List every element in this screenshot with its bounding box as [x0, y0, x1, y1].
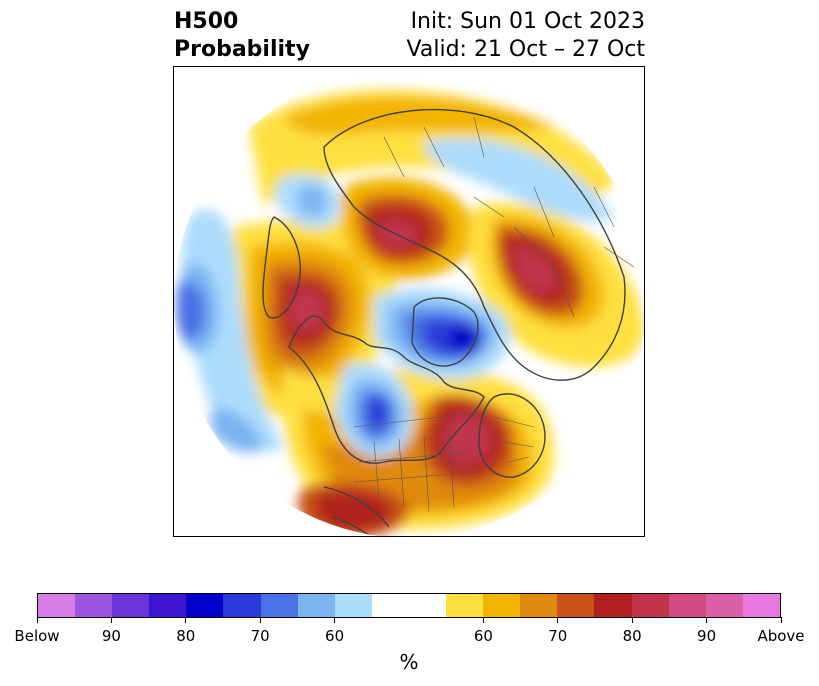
coast-greenland: [411, 297, 479, 367]
border-eurasia-misc: [383, 116, 635, 268]
colorbar-cell: [149, 594, 187, 617]
title-probability: Probability: [174, 37, 310, 62]
valid-range: Valid: 21 Oct – 27 Oct: [406, 37, 645, 62]
colorbar-tick-label: 70: [548, 627, 568, 645]
init-date: Init: Sun 01 Oct 2023: [410, 9, 645, 34]
colorbar-tick: [557, 617, 559, 623]
map-svg: [176, 89, 644, 536]
coastlines: [262, 108, 626, 536]
colorbar-cell: [520, 594, 558, 617]
cool-left: [181, 209, 284, 452]
border-europe: [493, 416, 535, 463]
cool-lower-core: [368, 396, 388, 429]
cool-left-3: [176, 281, 206, 340]
colorbar-tick-label: 90: [697, 627, 717, 645]
colorbar-tick-label: 80: [622, 627, 642, 645]
colorbar-cell: [297, 594, 335, 617]
borders: [353, 116, 635, 513]
colorbar-tick: [334, 617, 336, 623]
colorbar-tick-label: 70: [250, 627, 270, 645]
colorbar-cell: [223, 594, 261, 617]
colorbar: [37, 593, 781, 618]
title-h500: H500: [174, 9, 239, 34]
colorbar-cell: [334, 594, 372, 617]
colorbar-tick: [482, 617, 484, 623]
colorbar-tick: [631, 617, 633, 623]
colorbar-unit: %: [399, 650, 419, 674]
cool-sw: [210, 407, 264, 453]
colorbar-cell: [557, 594, 595, 617]
cool-top-inner: [297, 185, 327, 217]
coast-eurasia: [323, 108, 626, 381]
colorbar-tick-label: 60: [325, 627, 345, 645]
colorbar-tick-label: Above: [757, 627, 805, 645]
colorbar-cell: [408, 594, 447, 617]
colorbar-cell: [742, 594, 780, 617]
colorbar-tick: [706, 617, 708, 623]
colorbar-tick-label: 90: [101, 627, 121, 645]
cool-center-core: [448, 326, 476, 351]
coast-mexico: [323, 486, 390, 536]
border-states-2: [353, 451, 480, 483]
colorbar-tick-label: 80: [176, 627, 196, 645]
warm-right-core: [513, 246, 556, 294]
cool-band: [424, 138, 614, 221]
colorbar-cell: [483, 594, 521, 617]
border-us-canada: [353, 411, 485, 428]
colorbar-tick-label: Below: [14, 627, 60, 645]
colorbar-tick-label: 60: [473, 627, 493, 645]
colorbar-cell: [631, 594, 669, 617]
border-russia: [473, 186, 575, 318]
colorbar-cell: [594, 594, 632, 617]
probability-fill: [176, 89, 644, 536]
warm-band-north-inner: [284, 96, 554, 135]
coast-north-america: [288, 315, 485, 464]
colorbar-tick: [110, 617, 112, 623]
border-states-1: [373, 428, 455, 513]
colorbar-tick: [780, 617, 782, 623]
colorbar-tick: [259, 617, 261, 623]
colorbar-cell: [75, 594, 113, 617]
coast-europe: [478, 393, 546, 478]
colorbar-cell: [186, 594, 224, 617]
colorbar-cell: [260, 594, 298, 617]
title-left: H500 Probability: [174, 8, 310, 64]
colorbar-cell: [446, 594, 484, 617]
warm-bottom-core: [315, 491, 393, 531]
colorbar-tick: [36, 617, 38, 623]
warm-left-core: [289, 288, 326, 333]
title-right: Init: Sun 01 Oct 2023 Valid: 21 Oct – 27…: [407, 8, 645, 64]
colorbar-cell: [705, 594, 743, 617]
coast-alaska: [262, 216, 301, 319]
colorbar-cell: [668, 594, 706, 617]
colorbar-cell: [38, 594, 76, 617]
colorbar-cell: [371, 594, 409, 617]
colorbar-cell: [112, 594, 150, 617]
colorbar-tick: [185, 617, 187, 623]
probability-map: [173, 66, 645, 537]
